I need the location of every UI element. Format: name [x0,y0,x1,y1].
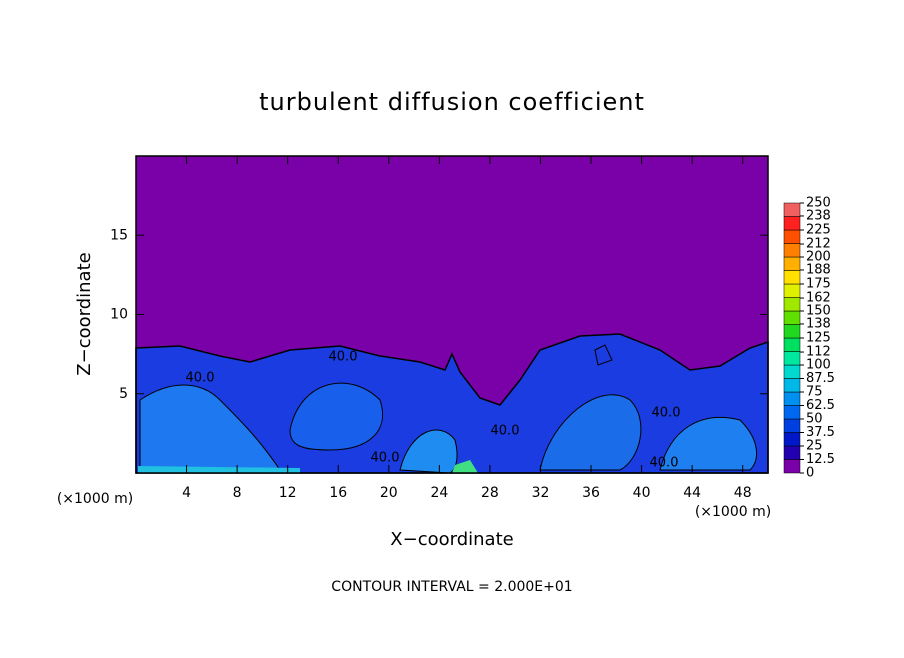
x-unit: (×1000 m) [695,504,771,520]
x-tick-label: 12 [279,485,297,501]
contour-note: CONTOUR INTERVAL = 2.000E+01 [331,579,572,595]
contour-label: 40.0 [652,406,681,421]
field-patch [138,466,300,473]
field-patch [139,384,281,471]
colorbar-band [783,229,801,244]
y-tick-label: 5 [119,386,128,402]
colorbar-band [783,216,801,231]
colorbar-band [783,283,801,298]
y-tick-label: 15 [110,227,128,243]
colorbar-tick-label: 225 [806,223,831,238]
colorbar-tick-label: 50 [806,412,823,427]
y-unit: (×1000 m) [57,491,133,507]
field-patch [659,416,758,471]
contour-label: 40.0 [491,424,520,439]
contour-label: 40.0 [371,451,400,466]
x-tick-label: 48 [734,485,752,501]
chart-title: turbulent diffusion coefficient [259,88,645,116]
x-tick-label: 16 [329,485,347,501]
colorbar-tick-label: 100 [806,358,831,373]
colorbar-band [783,391,801,406]
contour-label: 40.0 [329,350,358,365]
x-tick-label: 24 [430,485,448,501]
colorbar-band [783,445,801,460]
plot-area [135,155,769,474]
colorbar-tick-label: 125 [806,331,831,346]
field-patch [289,382,383,451]
colorbar-band [783,405,801,420]
colorbar-band [783,418,801,433]
colorbar-tick-label: 12.5 [806,452,835,467]
colorbar-band [783,364,801,379]
colorbar-tick-label: 25 [806,439,823,454]
colorbar-tick-label: 175 [806,277,831,292]
colorbar-band [783,324,801,339]
colorbar-tick-label: 162 [806,291,831,306]
colorbar-tick-label: 87.5 [806,371,835,386]
colorbar-band [783,351,801,366]
colorbar-tick-label: 238 [806,208,831,223]
colorbar-band [783,459,801,474]
colorbar-tick-label: 0 [806,466,814,481]
colorbar-band [783,270,801,285]
x-tick-label: 20 [380,485,398,501]
x-tick-label: 32 [532,485,550,501]
x-tick-label: 40 [633,485,651,501]
colorbar-tick-label: 150 [806,304,831,319]
colorbar-band [783,202,801,217]
x-tick-label: 8 [233,485,242,501]
y-axis-label: Z−coordinate [74,252,95,375]
colorbar-band [783,297,801,312]
x-axis-label: X−coordinate [390,529,513,550]
x-tick-label: 36 [582,485,600,501]
colorbar-tick-label: 37.5 [806,425,835,440]
colorbar-tick-label: 200 [806,250,831,265]
contour-line [594,344,613,366]
colorbar-tick-label: 112 [806,345,831,360]
colorbar-tick-label: 212 [806,237,831,252]
field-patch [539,394,642,471]
colorbar-tick-label: 75 [806,385,823,400]
colorbar-band [783,243,801,258]
colorbar-band [783,378,801,393]
colorbar-band [783,310,801,325]
colorbar-tick-label: 62.5 [806,398,835,413]
colorbar-band [783,337,801,352]
colorbar-tick-label: 250 [806,196,831,211]
y-tick-label: 10 [110,307,128,323]
colorbar-band [783,432,801,447]
field-patch [452,460,478,473]
colorbar-tick-label: 138 [806,316,831,331]
colorbar-tick-label: 188 [806,262,831,277]
x-tick-label: 28 [481,485,499,501]
x-tick-label: 44 [683,485,701,501]
contour-label: 40.0 [186,371,215,386]
contour-label: 40.0 [650,456,679,471]
colorbar-band [783,256,801,271]
x-tick-label: 4 [182,485,191,501]
